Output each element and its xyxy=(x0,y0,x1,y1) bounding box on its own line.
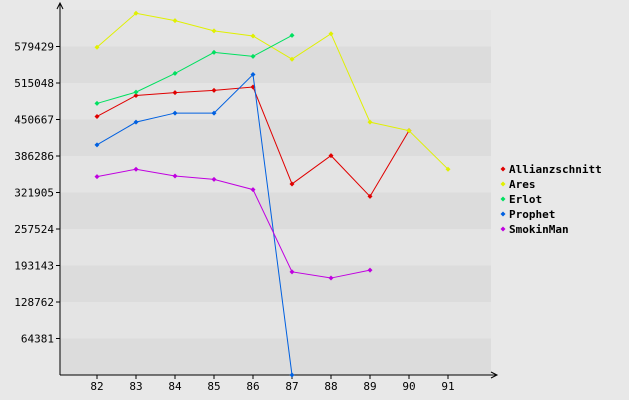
x-tick-label: 91 xyxy=(441,380,454,393)
data-point-prophet xyxy=(211,110,217,116)
grid-band xyxy=(60,156,491,193)
data-point-ares xyxy=(328,31,334,37)
y-tick-label: 64381 xyxy=(21,333,54,346)
data-point-allianzschnitt xyxy=(211,87,217,93)
y-tick-label: 450667 xyxy=(14,114,54,127)
y-tick-label: 257524 xyxy=(14,223,54,236)
data-point-ares xyxy=(172,18,178,24)
data-point-smokinman xyxy=(172,173,178,179)
legend-label: Erlot xyxy=(509,193,542,206)
grid-bands xyxy=(60,10,491,375)
x-axis-arrow xyxy=(490,371,499,379)
data-point-ares xyxy=(250,33,256,39)
grid-band xyxy=(60,192,491,229)
data-point-allianzschnitt xyxy=(289,181,295,187)
data-point-ares xyxy=(133,10,139,16)
y-tick-label: 386286 xyxy=(14,150,54,163)
legend-label: Allianzschnitt xyxy=(509,163,602,176)
x-tick-label: 85 xyxy=(207,380,220,393)
data-point-ares xyxy=(406,128,412,134)
series-erlot xyxy=(94,32,295,106)
legend-item-ares: Ares xyxy=(500,178,536,191)
series-smokinman xyxy=(94,166,373,281)
data-point-erlot xyxy=(211,49,217,55)
legend-marker xyxy=(500,211,506,217)
x-tick-label: 82 xyxy=(90,380,103,393)
data-point-smokinman xyxy=(289,269,295,275)
x-tick-label: 83 xyxy=(129,380,142,393)
data-point-erlot xyxy=(94,100,100,106)
x-tick-label: 89 xyxy=(363,380,376,393)
data-point-ares xyxy=(94,44,100,50)
data-point-allianzschnitt xyxy=(172,90,178,96)
legend-label: SmokinMan xyxy=(509,223,569,236)
data-point-prophet xyxy=(172,110,178,116)
legend-item-allianzschnitt: Allianzschnitt xyxy=(500,163,602,176)
data-point-prophet xyxy=(133,119,139,125)
data-point-erlot xyxy=(289,32,295,38)
grid-band xyxy=(60,83,491,120)
data-point-smokinman xyxy=(133,166,139,172)
data-point-ares xyxy=(211,28,217,34)
x-tick-label: 86 xyxy=(246,380,259,393)
data-point-allianzschnitt xyxy=(367,193,373,199)
legend-label: Prophet xyxy=(509,208,555,221)
data-point-smokinman xyxy=(328,275,334,281)
grid-band xyxy=(60,265,491,302)
grid-band xyxy=(60,46,491,83)
data-point-ares xyxy=(367,119,373,125)
data-point-erlot xyxy=(172,70,178,76)
grid-band xyxy=(60,302,491,339)
data-point-prophet xyxy=(94,142,100,148)
legend-item-smokinman: SmokinMan xyxy=(500,223,569,236)
series-layer xyxy=(94,10,451,378)
legend: Allianzschnitt Ares Erlot Prophet SmokinMan xyxy=(500,163,602,236)
data-point-ares xyxy=(289,56,295,62)
series-ares xyxy=(94,10,451,172)
legend-item-prophet: Prophet xyxy=(500,208,555,221)
series-line-prophet xyxy=(96,73,293,376)
series-line-ares xyxy=(96,12,449,170)
y-tick-label: 579429 xyxy=(14,41,54,54)
y-axis-ticks: 64381 128762 193143 257524 321905 386286 45066… xyxy=(14,41,60,346)
data-point-smokinman xyxy=(94,174,100,180)
series-line-erlot xyxy=(96,34,293,104)
legend-marker xyxy=(500,196,506,202)
y-tick-label: 321905 xyxy=(14,187,54,200)
data-point-smokinman xyxy=(367,267,373,273)
x-tick-label: 84 xyxy=(168,380,182,393)
x-tick-label: 87 xyxy=(285,380,298,393)
y-tick-label: 515048 xyxy=(14,77,54,90)
data-point-ares xyxy=(445,166,451,172)
data-point-erlot xyxy=(250,53,256,59)
legend-marker xyxy=(500,226,506,232)
data-point-allianzschnitt xyxy=(133,92,139,98)
data-point-erlot xyxy=(133,89,139,95)
legend-marker xyxy=(500,181,506,187)
grid-band xyxy=(60,10,491,47)
series-line-smokinman xyxy=(96,168,371,279)
data-point-allianzschnitt xyxy=(94,113,100,119)
x-tick-label: 88 xyxy=(324,380,337,393)
grid-band xyxy=(60,338,491,375)
data-point-smokinman xyxy=(250,187,256,193)
y-axis-arrow xyxy=(56,1,64,10)
y-tick-label: 128762 xyxy=(14,296,54,309)
grid-band xyxy=(60,119,491,156)
series-prophet xyxy=(94,72,295,378)
legend-marker xyxy=(500,166,506,172)
data-point-prophet xyxy=(250,72,256,78)
x-tick-label: 90 xyxy=(402,380,415,393)
y-tick-label: 193143 xyxy=(14,260,54,273)
data-point-allianzschnitt xyxy=(328,153,334,159)
legend-label: Ares xyxy=(509,178,536,191)
x-axis-ticks: 82 83 84 85 86 87 88 89 90 91 xyxy=(90,375,455,393)
axes xyxy=(56,1,499,379)
legend-item-erlot: Erlot xyxy=(500,193,542,206)
data-point-prophet xyxy=(289,372,295,378)
data-point-smokinman xyxy=(211,176,217,182)
